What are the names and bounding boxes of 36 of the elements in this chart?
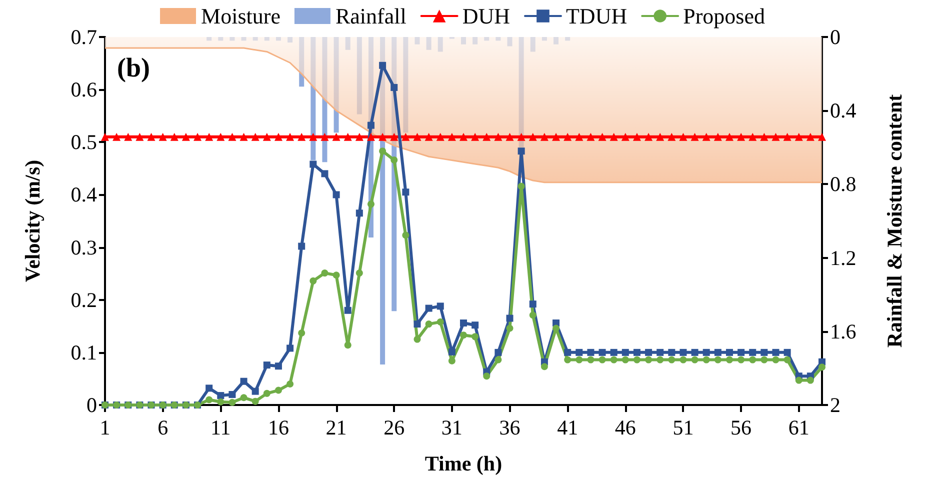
legend-label: DUH xyxy=(462,4,510,28)
x-tick-label: 61 xyxy=(788,416,810,440)
annotation: (b) xyxy=(117,52,150,82)
y-tick-label: 0.4 xyxy=(70,182,98,207)
x-tick-label: 11 xyxy=(210,416,231,440)
y2-axis-title: Rainfall & Moisture content xyxy=(882,94,906,348)
y-tick-label: 0.6 xyxy=(70,78,97,102)
legend-label: TDUH xyxy=(566,4,628,28)
y2-tick-label: 0.4 xyxy=(830,98,857,123)
x-tick-label: 16 xyxy=(268,416,289,440)
y2-tick-label: 0.8 xyxy=(830,172,856,196)
y2-tick-label: 1.6 xyxy=(830,319,856,344)
y-tick-label: 0 xyxy=(86,393,97,417)
legend-label: Rainfall xyxy=(335,4,406,28)
y-tick-label: 0.7 xyxy=(70,25,97,49)
y-tick-label: 0.3 xyxy=(70,235,97,260)
x-tick-label: 51 xyxy=(672,416,694,440)
x-axis-title: Time (h) xyxy=(424,452,502,476)
x-tick-label: 41 xyxy=(557,416,578,440)
x-tick-label: 21 xyxy=(326,416,347,440)
y2-tick-label: 0 xyxy=(830,25,840,49)
x-tick-label: 1 xyxy=(100,416,110,440)
x-tick-label: 26 xyxy=(384,416,405,440)
x-tick-label: 46 xyxy=(614,416,636,440)
legend-label: Proposed xyxy=(683,4,765,28)
y-tick-label: 0.2 xyxy=(70,288,97,312)
y2-tick-label: 2 xyxy=(830,393,840,417)
x-tick-label: 56 xyxy=(730,416,752,440)
legend-label: Moisture xyxy=(201,4,280,28)
y2-tick-label: 1.2 xyxy=(830,246,856,270)
x-tick-label: 36 xyxy=(499,416,520,440)
y-tick-label: 0.5 xyxy=(70,130,97,154)
x-tick-label: 31 xyxy=(441,416,462,440)
x-tick-label: 6 xyxy=(158,416,168,440)
y-axis-title: Velocity (m/s) xyxy=(20,160,44,282)
y-tick-label: 0.1 xyxy=(70,340,97,364)
